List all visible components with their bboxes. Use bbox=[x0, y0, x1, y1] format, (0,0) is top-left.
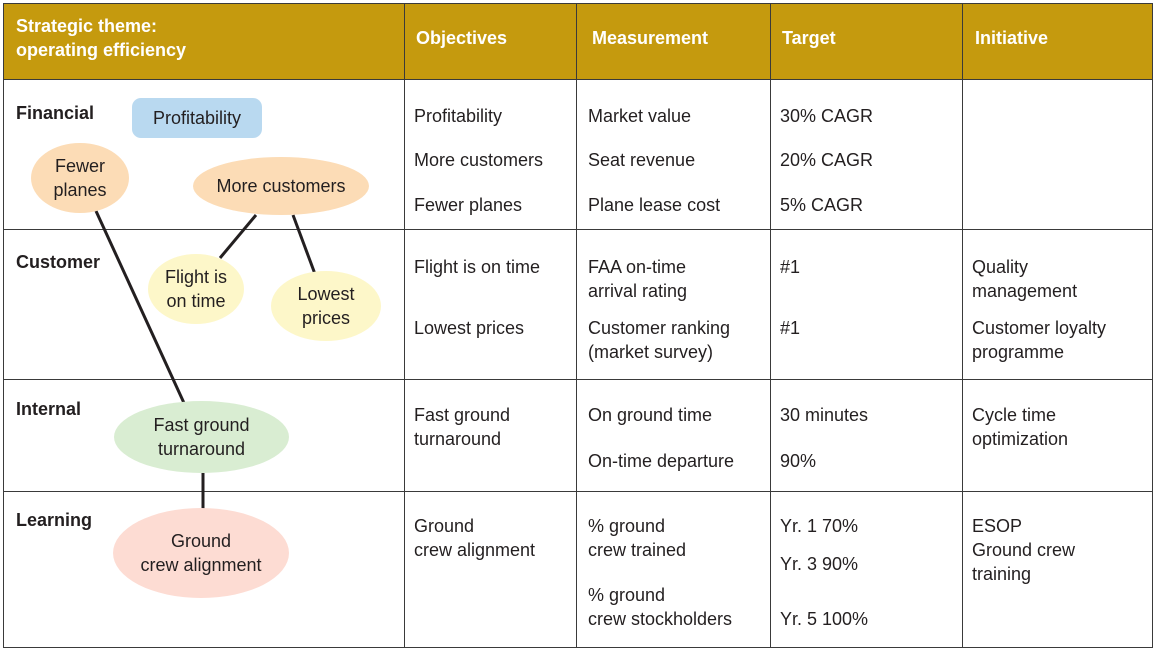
financial-measurement-1: Market value bbox=[588, 106, 692, 126]
financial-target-1: 30% CAGR bbox=[780, 106, 874, 126]
row-label-customer: Customer bbox=[16, 252, 101, 272]
table-frame bbox=[3, 3, 1153, 648]
divider-customer-internal bbox=[3, 379, 1153, 380]
link-more-customers-lowest-prices bbox=[291, 214, 317, 275]
internal-measurement-1: On ground time bbox=[588, 405, 713, 425]
internal-measurement-2: On-time departure bbox=[588, 451, 735, 471]
divider-header bbox=[3, 79, 1153, 80]
internal-target-2: 90% bbox=[780, 451, 817, 471]
divider-target-initiative bbox=[962, 3, 963, 648]
divider-measurement-target bbox=[770, 3, 771, 648]
customer-measurement-2: Customer ranking (market survey) bbox=[588, 318, 731, 362]
map-node-fast-ground-turnaround: Fast ground turnaround bbox=[114, 401, 289, 473]
divider-financial-customer bbox=[3, 229, 1153, 230]
divider-objectives-measurement bbox=[576, 3, 577, 648]
customer-measurement-1: FAA on-time arrival rating bbox=[588, 257, 688, 301]
internal-target-1: 30 minutes bbox=[780, 405, 869, 425]
row-label-learning: Learning bbox=[16, 510, 93, 530]
row-label-internal: Internal bbox=[16, 399, 82, 419]
financial-objective-2: More customers bbox=[414, 150, 544, 170]
header-band bbox=[3, 3, 1153, 79]
financial-target-2: 20% CAGR bbox=[780, 150, 874, 170]
customer-objective-1: Flight is on time bbox=[414, 257, 541, 277]
map-node-fewer-planes: Fewer planes bbox=[31, 143, 129, 213]
header-strategic-theme: Strategic theme: operating efficiency bbox=[16, 16, 187, 60]
customer-objective-2: Lowest prices bbox=[414, 318, 525, 338]
header-objectives: Objectives bbox=[416, 27, 508, 48]
customer-target-2: #1 bbox=[780, 318, 801, 338]
learning-objective-1: Ground crew alignment bbox=[414, 516, 536, 560]
map-node-more-customers: More customers bbox=[193, 157, 369, 215]
header-initiative: Initiative bbox=[975, 27, 1049, 48]
link-fewer-planes-fast-ground bbox=[94, 210, 186, 404]
financial-objective-1: Profitability bbox=[414, 106, 503, 126]
map-node-flight-on-time: Flight is on time bbox=[148, 254, 244, 324]
financial-measurement-2: Seat revenue bbox=[588, 150, 696, 170]
customer-initiative-2: Customer loyalty programme bbox=[972, 318, 1107, 362]
customer-initiative-1: Quality management bbox=[972, 257, 1078, 301]
learning-measurement-2: % ground crew stockholders bbox=[588, 585, 733, 629]
financial-objective-3: Fewer planes bbox=[414, 195, 523, 215]
divider-internal-learning bbox=[3, 491, 1153, 492]
map-node-ground-crew-alignment: Ground crew alignment bbox=[113, 508, 289, 598]
customer-target-1: #1 bbox=[780, 257, 801, 277]
financial-measurement-3: Plane lease cost bbox=[588, 195, 721, 215]
internal-initiative-1: Cycle time optimization bbox=[972, 405, 1069, 449]
learning-target-2: Yr. 3 90% bbox=[780, 554, 859, 574]
learning-target-1: Yr. 1 70% bbox=[780, 516, 859, 536]
financial-target-3: 5% CAGR bbox=[780, 195, 864, 215]
link-more-customers-flight-on-time bbox=[218, 214, 258, 259]
map-node-lowest-prices: Lowest prices bbox=[271, 271, 381, 341]
learning-initiative-1: ESOP Ground crew training bbox=[972, 516, 1076, 584]
map-node-profitability: Profitability bbox=[132, 98, 262, 138]
divider-map-objectives bbox=[404, 3, 405, 648]
header-measurement: Measurement bbox=[592, 27, 709, 48]
row-label-financial: Financial bbox=[16, 103, 95, 123]
header-target: Target bbox=[782, 27, 836, 48]
learning-measurement-1: % ground crew trained bbox=[588, 516, 687, 560]
internal-objective-1: Fast ground turnaround bbox=[414, 405, 511, 449]
learning-target-3: Yr. 5 100% bbox=[780, 609, 869, 629]
